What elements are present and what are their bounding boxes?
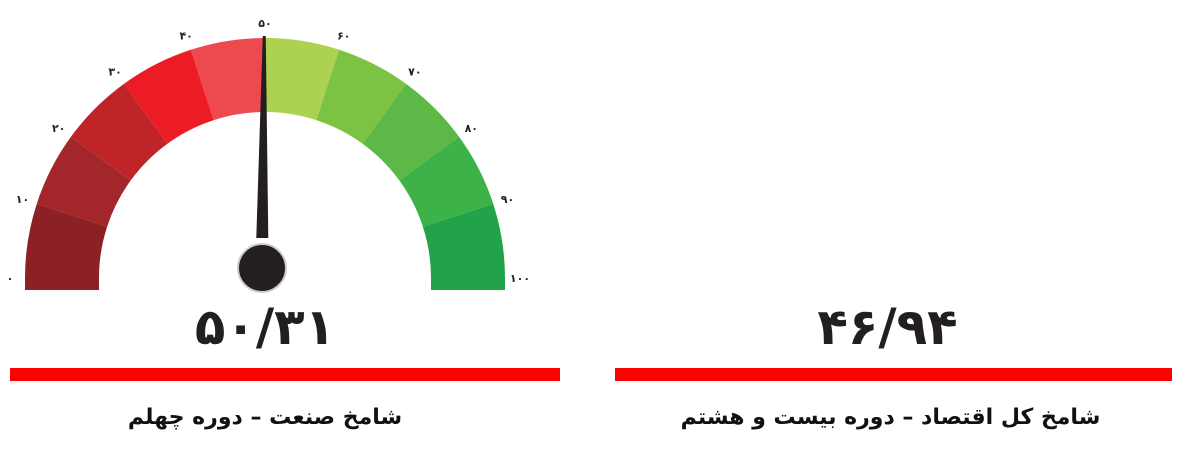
tick-label: ۴۰ bbox=[179, 29, 192, 42]
gauge-segment bbox=[36, 136, 131, 227]
tick-label: ۷۰ bbox=[408, 66, 421, 79]
tick-label: ۱۰ bbox=[16, 193, 29, 206]
gauge-segment bbox=[25, 203, 108, 278]
gauge-segment bbox=[316, 49, 407, 144]
tick-label: ۰ bbox=[7, 272, 14, 285]
gauge-title: شامخ صنعت – دوره چهلم bbox=[127, 405, 403, 430]
tick-label: ۳۰ bbox=[108, 66, 121, 79]
gauge-segment-base bbox=[25, 277, 99, 290]
tick-label: ۹۰ bbox=[501, 193, 514, 206]
tick-label: ۶۰ bbox=[337, 29, 350, 42]
tick-label: ۱۰۰ bbox=[510, 272, 530, 285]
tick-label: ۸۰ bbox=[465, 122, 478, 135]
gauge-segment bbox=[123, 49, 214, 144]
gauge-segment bbox=[190, 38, 265, 121]
needle-hub bbox=[237, 243, 287, 293]
gauge-industry: ۰ ۱۰ ۲۰ ۳۰ ۴۰ ۵۰ ۶۰ ۷۰ ۸۰ ۹۰ ۱۰۰ bbox=[7, 17, 530, 293]
divider-bar bbox=[615, 368, 1172, 381]
gauge-segment bbox=[70, 83, 168, 181]
gauge-panel-industry: ۰ ۱۰ ۲۰ ۳۰ ۴۰ ۵۰ ۶۰ ۷۰ ۸۰ ۹۰ ۱۰۰ ۵۰/۳۱ شامخ صنعت –… bbox=[0, 0, 570, 455]
gauge-needle bbox=[256, 35, 269, 239]
tick-label: ۲۰ bbox=[52, 122, 65, 135]
gauge-segment bbox=[422, 203, 505, 278]
gauge-segment bbox=[399, 136, 494, 227]
gauge-segment-base bbox=[431, 277, 505, 290]
gauge-segment bbox=[265, 38, 340, 121]
gauge-value: ۴۶/۹۴ bbox=[817, 298, 958, 356]
gauge-title: شامخ کل اقتصاد – دوره بیست و هشتم bbox=[680, 405, 1101, 430]
divider-bar bbox=[10, 368, 560, 381]
tick-label: ۵۰ bbox=[258, 17, 271, 30]
gauge-segment bbox=[362, 83, 460, 181]
gauge-value: ۵۰/۳۱ bbox=[194, 298, 336, 356]
